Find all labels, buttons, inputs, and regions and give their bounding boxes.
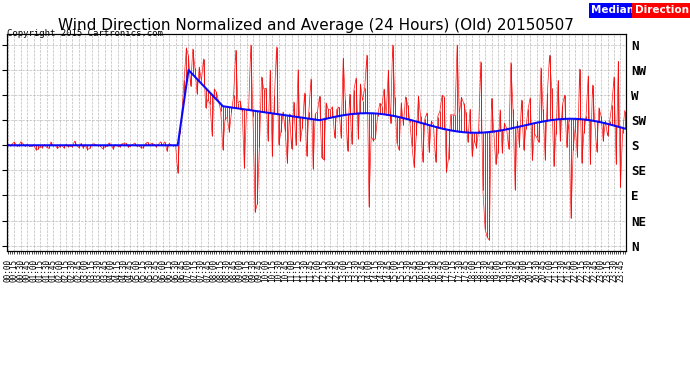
Text: Median: Median bbox=[591, 5, 635, 15]
Text: Copyright 2015 Cartronics.com: Copyright 2015 Cartronics.com bbox=[7, 28, 163, 38]
Title: Wind Direction Normalized and Average (24 Hours) (Old) 20150507: Wind Direction Normalized and Average (2… bbox=[59, 18, 574, 33]
Text: Direction: Direction bbox=[635, 5, 689, 15]
